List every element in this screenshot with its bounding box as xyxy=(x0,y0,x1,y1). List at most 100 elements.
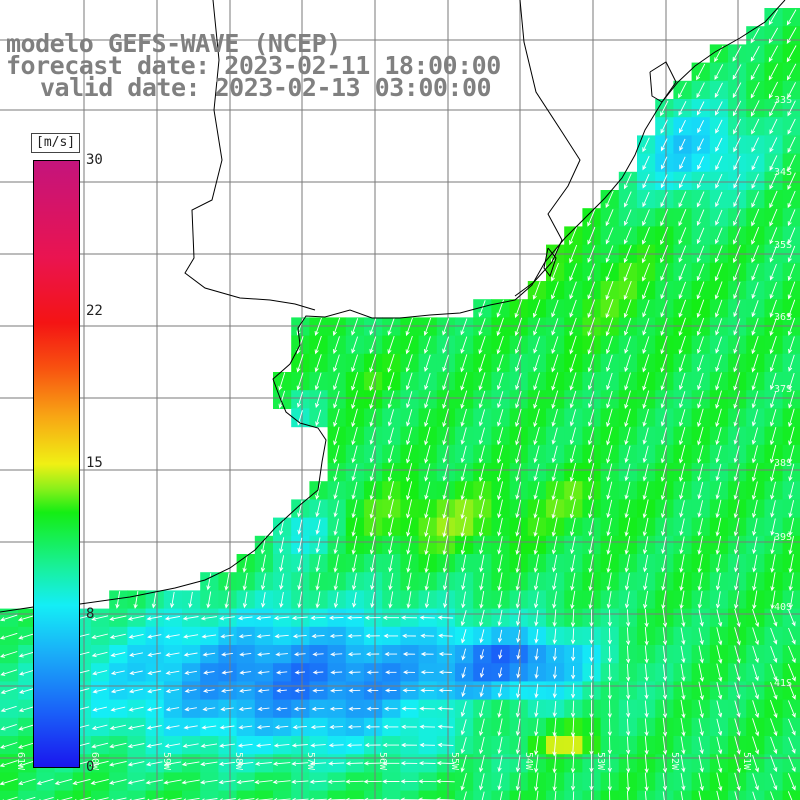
wind-arrow xyxy=(787,245,796,263)
wind-arrow xyxy=(733,499,740,519)
wind-arrow xyxy=(533,499,540,519)
wind-arrow xyxy=(238,725,253,730)
wind-arrow xyxy=(733,173,741,189)
wind-arrow xyxy=(769,317,777,337)
wind-arrow xyxy=(569,409,577,427)
wind-arrow xyxy=(479,667,485,679)
wind-arrow xyxy=(514,336,522,354)
wind-arrow xyxy=(257,706,270,712)
wind-arrow xyxy=(660,354,668,373)
wind-arrow xyxy=(786,27,797,45)
wind-arrow xyxy=(291,615,308,621)
wind-arrow xyxy=(678,82,687,99)
wind-arrow xyxy=(697,372,704,391)
wind-arrow xyxy=(734,682,741,700)
coastline xyxy=(0,0,786,613)
wind-arrow xyxy=(291,743,308,748)
wind-arrow xyxy=(406,499,413,519)
wind-arrow xyxy=(698,627,704,646)
wind-arrow xyxy=(751,354,759,373)
wind-arrow xyxy=(515,755,521,773)
speed-cell xyxy=(382,790,401,800)
wind-arrow xyxy=(770,627,778,645)
wind-arrow xyxy=(296,354,304,373)
wind-arrow xyxy=(224,572,230,591)
wind-arrow xyxy=(679,138,686,152)
wind-arrow xyxy=(770,681,778,700)
wind-arrow xyxy=(406,481,413,501)
wind-arrow xyxy=(164,743,181,748)
wind-arrow xyxy=(733,191,741,208)
wind-arrow xyxy=(751,137,760,153)
wind-arrow xyxy=(569,499,576,519)
wind-arrow xyxy=(333,354,340,373)
wind-arrow xyxy=(716,736,723,755)
speed-cell xyxy=(673,790,693,800)
wind-arrow xyxy=(297,591,303,609)
wind-arrow xyxy=(370,591,375,609)
wind-arrow xyxy=(716,627,723,646)
wind-arrow xyxy=(533,426,540,446)
wind-arrow xyxy=(260,554,266,573)
wind-arrow xyxy=(276,688,287,693)
wind-arrow xyxy=(751,481,758,501)
wind-arrow xyxy=(497,755,503,773)
wind-arrow xyxy=(17,742,36,749)
wind-arrow xyxy=(330,670,343,675)
speed-cell xyxy=(127,790,147,800)
wind-arrow xyxy=(716,663,723,683)
wind-arrow xyxy=(0,742,18,749)
wind-arrow xyxy=(642,173,650,189)
wind-arrow xyxy=(733,300,741,318)
longitude-label: 54W xyxy=(523,752,534,771)
wind-arrow xyxy=(752,754,759,773)
longitude-label: 57W xyxy=(305,752,316,771)
wind-arrow xyxy=(696,63,706,81)
wind-arrow xyxy=(697,138,704,152)
wind-arrow xyxy=(163,761,181,767)
wind-arrow xyxy=(406,517,412,537)
wind-arrow xyxy=(552,647,557,662)
wind-arrow xyxy=(716,754,723,774)
speed-cell xyxy=(145,790,165,800)
wind-arrow xyxy=(424,354,431,372)
wind-arrow xyxy=(642,536,649,555)
wind-arrow xyxy=(698,681,704,701)
wind-arrow xyxy=(642,427,649,445)
wind-arrow xyxy=(770,609,778,627)
wind-arrow xyxy=(787,299,796,318)
wind-arrow xyxy=(385,670,397,675)
wind-arrow xyxy=(787,209,796,227)
wind-arrow xyxy=(418,761,436,766)
wind-arrow xyxy=(315,409,322,427)
wind-arrow xyxy=(419,724,436,729)
wind-arrow xyxy=(333,445,340,464)
wind-arrow xyxy=(279,573,284,591)
wind-arrow xyxy=(624,390,631,409)
wind-arrow xyxy=(0,760,18,768)
wind-arrow xyxy=(623,262,632,282)
wind-arrow xyxy=(751,390,759,409)
wind-arrow xyxy=(606,535,612,555)
wind-arrow xyxy=(275,670,288,675)
wind-arrow xyxy=(570,683,576,699)
wind-arrow xyxy=(460,463,467,482)
wind-arrow xyxy=(460,535,467,556)
wind-arrow xyxy=(606,517,613,537)
wind-arrow xyxy=(497,517,503,537)
wind-arrow xyxy=(769,100,778,117)
wind-arrow xyxy=(626,700,631,718)
wind-arrow xyxy=(607,609,612,627)
wind-arrow xyxy=(400,779,418,784)
wind-arrow xyxy=(382,615,399,620)
wind-arrow xyxy=(788,718,796,736)
country-border-path xyxy=(514,0,581,297)
wind-arrow xyxy=(768,27,779,44)
wind-arrow xyxy=(551,354,559,373)
wind-arrow xyxy=(752,773,759,791)
wind-arrow xyxy=(497,554,503,573)
wind-arrow xyxy=(696,101,705,116)
longitude-label: 59W xyxy=(161,752,172,771)
speed-cell xyxy=(637,790,656,800)
wind-arrow xyxy=(438,651,453,657)
